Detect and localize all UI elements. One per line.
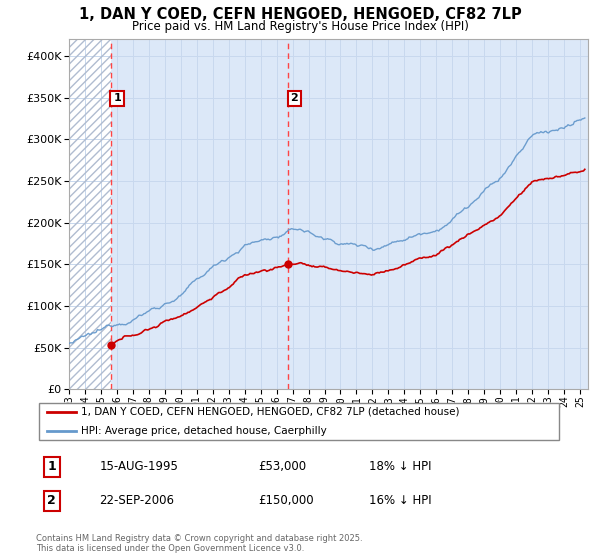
Text: 1: 1 <box>47 460 56 473</box>
Text: 2: 2 <box>290 94 298 104</box>
Text: HPI: Average price, detached house, Caerphilly: HPI: Average price, detached house, Caer… <box>81 426 326 436</box>
Bar <box>111 39 288 389</box>
Text: 1, DAN Y COED, CEFN HENGOED, HENGOED, CF82 7LP: 1, DAN Y COED, CEFN HENGOED, HENGOED, CF… <box>79 7 521 22</box>
Text: 16% ↓ HPI: 16% ↓ HPI <box>368 494 431 507</box>
Text: 2: 2 <box>47 494 56 507</box>
Text: 18% ↓ HPI: 18% ↓ HPI <box>368 460 431 473</box>
Text: £53,000: £53,000 <box>258 460 306 473</box>
FancyBboxPatch shape <box>38 403 559 440</box>
Text: 1, DAN Y COED, CEFN HENGOED, HENGOED, CF82 7LP (detached house): 1, DAN Y COED, CEFN HENGOED, HENGOED, CF… <box>81 407 460 417</box>
Text: 1: 1 <box>113 94 121 104</box>
Text: 22-SEP-2006: 22-SEP-2006 <box>100 494 175 507</box>
Bar <box>69 39 111 389</box>
Text: £150,000: £150,000 <box>258 494 313 507</box>
Bar <box>69 39 111 389</box>
Text: 15-AUG-1995: 15-AUG-1995 <box>100 460 178 473</box>
Text: Price paid vs. HM Land Registry's House Price Index (HPI): Price paid vs. HM Land Registry's House … <box>131 20 469 32</box>
Text: Contains HM Land Registry data © Crown copyright and database right 2025.
This d: Contains HM Land Registry data © Crown c… <box>36 534 362 553</box>
